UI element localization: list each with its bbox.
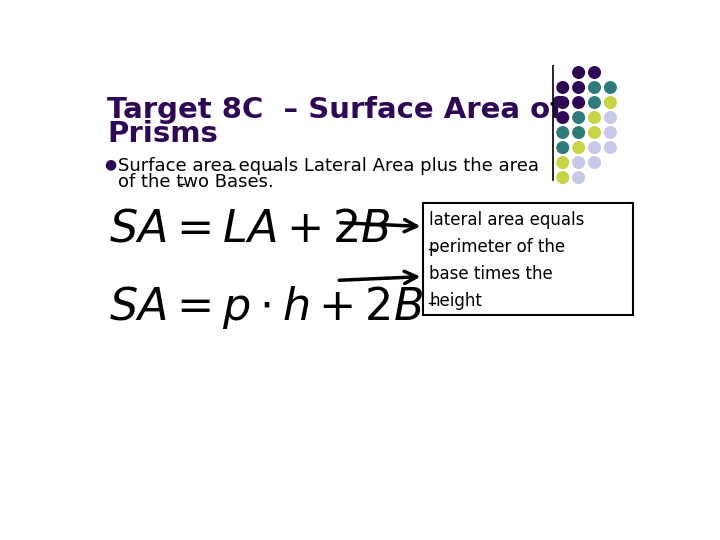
Text: $SA = LA + 2B$: $SA = LA + 2B$ [109,207,391,251]
Circle shape [589,127,600,138]
Circle shape [605,142,616,153]
Circle shape [589,82,600,93]
Circle shape [589,112,600,123]
Bar [423,204,632,315]
Circle shape [573,172,585,184]
Circle shape [573,157,585,168]
Circle shape [573,142,585,153]
Circle shape [605,97,616,109]
Circle shape [573,127,585,138]
Circle shape [557,157,569,168]
Text: Target 8C  – Surface Area of: Target 8C – Surface Area of [107,96,563,124]
Text: Prisms: Prisms [107,120,218,148]
Text: base times the: base times the [429,265,553,283]
Circle shape [573,82,585,93]
Circle shape [573,112,585,123]
Text: $SA = p \cdot h + 2B$: $SA = p \cdot h + 2B$ [109,284,423,331]
Text: of the two Bases.: of the two Bases. [118,173,274,191]
Circle shape [557,82,569,93]
Circle shape [589,97,600,109]
Circle shape [557,142,569,153]
Circle shape [605,127,616,138]
Circle shape [605,112,616,123]
Text: Surface area equals Lateral Area plus the area: Surface area equals Lateral Area plus th… [118,157,539,175]
Circle shape [557,112,569,123]
Circle shape [557,127,569,138]
Circle shape [573,67,585,78]
Text: height: height [429,292,482,310]
Circle shape [557,172,569,184]
Circle shape [589,67,600,78]
Circle shape [589,142,600,153]
Text: lateral area equals: lateral area equals [429,211,585,229]
Circle shape [589,157,600,168]
Circle shape [573,97,585,109]
Text: ●: ● [104,157,116,171]
Circle shape [557,97,569,109]
Circle shape [605,82,616,93]
Text: perimeter of the: perimeter of the [429,238,566,256]
